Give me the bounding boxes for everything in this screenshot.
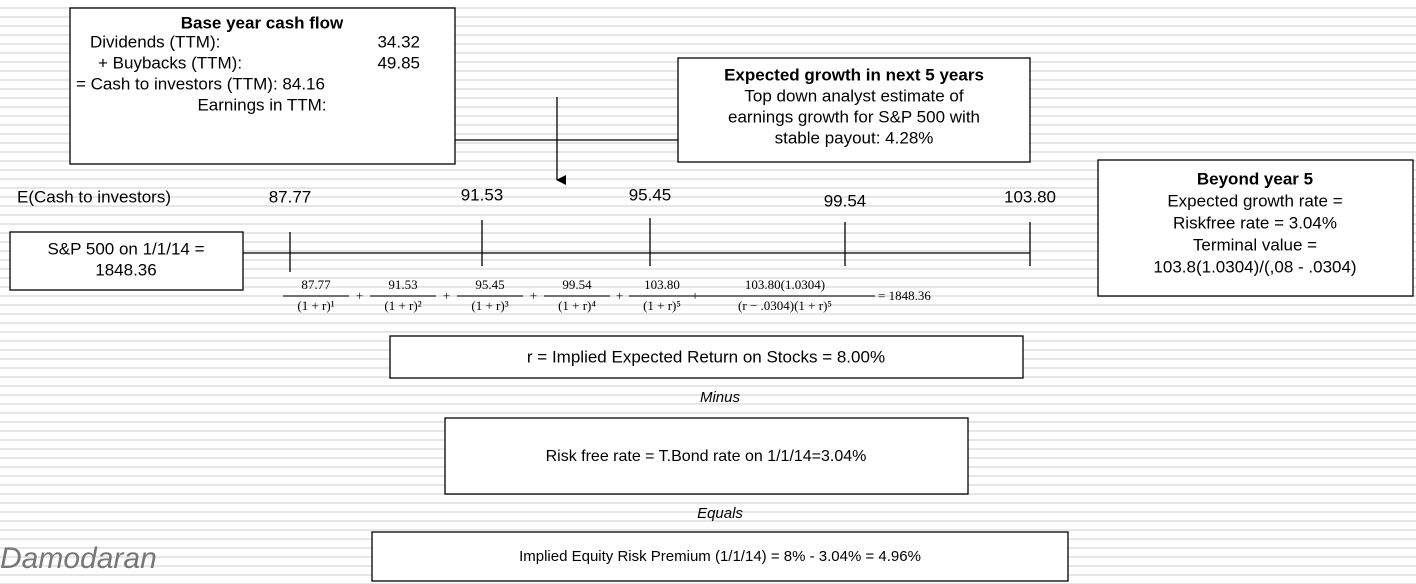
timeline-label: E(Cash to investors): [17, 187, 171, 206]
cash-value: 99.54: [824, 191, 867, 210]
return-box: [389, 335, 1024, 379]
beyond-line: Expected growth rate =: [1167, 191, 1342, 210]
base-year-box: [69, 7, 456, 165]
cash-value: 87.77: [269, 187, 312, 206]
index-line: 1848.36: [95, 260, 156, 279]
earnings: Earnings in TTM:: [197, 95, 326, 114]
operator: +: [691, 288, 698, 303]
numerator: 99.54: [562, 277, 592, 292]
numerator: 95.45: [475, 277, 504, 292]
risk-free-box: [444, 417, 969, 495]
growth-line: Top down analyst estimate of: [744, 86, 964, 105]
beyond-title: Beyond year 5: [1197, 169, 1313, 188]
growth-line: earnings growth for S&P 500 with: [728, 107, 980, 126]
beyond-box: [1097, 159, 1414, 297]
formula: 87.77 (1 + r)¹ +91.53 (1 + r)² +95.45 (1 + r)…: [283, 277, 931, 313]
operator: +: [443, 288, 450, 303]
numerator: 103.80: [644, 277, 680, 292]
cash-value: 91.53: [461, 185, 504, 204]
growth-line: stable payout: 4.28%: [775, 128, 934, 147]
cash-value: 95.45: [629, 185, 672, 204]
denominator: (1 + r)¹: [297, 298, 334, 313]
numerator: 91.53: [388, 277, 417, 292]
risk-free: Risk free rate = T.Bond rate on 1/1/14=3…: [546, 448, 867, 465]
growth-title: Expected growth in next 5 years: [724, 65, 984, 84]
denominator: (1 + r)⁵: [643, 298, 681, 313]
minus: Minus: [700, 389, 741, 406]
denominator: (1 + r)³: [471, 298, 508, 313]
beyond-line: Terminal value =: [1193, 235, 1317, 254]
index-box: [9, 231, 244, 291]
cash-value: 103.80: [1004, 187, 1056, 206]
denominator: (r − .0304)(1 + r)⁵: [738, 298, 832, 313]
operator: +: [616, 288, 623, 303]
row-value: 49.85: [377, 53, 420, 72]
numerator: 87.77: [301, 277, 331, 292]
base-year-title: Base year cash flow: [181, 13, 344, 32]
denominator: (1 + r)⁴: [558, 298, 596, 313]
erp: Implied Equity Risk Premium (1/1/14) = 8…: [519, 548, 921, 565]
row-label: + Buybacks (TTM):: [98, 53, 242, 72]
implied-return: r = Implied Expected Return on Stocks = …: [527, 347, 885, 366]
denominator: (1 + r)²: [384, 298, 421, 313]
growth-box: [677, 57, 1031, 163]
equals: Equals: [697, 505, 743, 522]
cash-line: = Cash to investors (TTM): 84.16: [76, 74, 325, 93]
numerator: 103.80(1.0304): [745, 277, 825, 292]
row-label: Dividends (TTM):: [90, 32, 220, 51]
operator: +: [356, 288, 363, 303]
erp-box: [371, 531, 1069, 582]
beyond-line: Riskfree rate = 3.04%: [1173, 213, 1337, 232]
beyond-line: 103.8(1.0304)/(,08 - .0304): [1153, 257, 1356, 276]
index-line: S&P 500 on 1/1/14 =: [47, 239, 204, 258]
author: Damodaran: [0, 542, 157, 575]
row-value: 34.32: [377, 32, 420, 51]
formula-result: = 1848.36: [878, 288, 931, 303]
operator: +: [530, 288, 537, 303]
